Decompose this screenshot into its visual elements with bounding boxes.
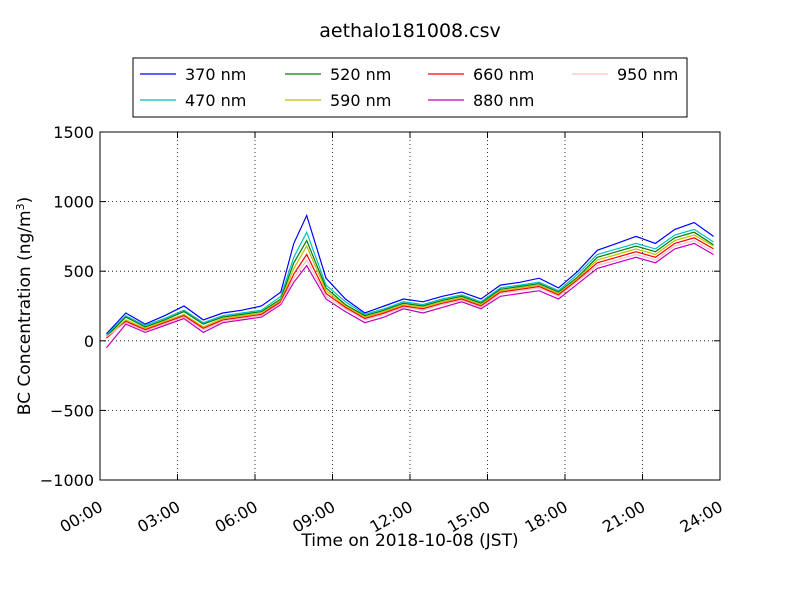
x-tick-label: 06:00 (212, 497, 261, 537)
legend-label: 370 nm (185, 65, 246, 84)
x-tick-label: 21:00 (599, 497, 648, 537)
series-line-660-nm (106, 237, 714, 339)
series-lines (106, 213, 714, 349)
x-tick-label: 18:00 (522, 497, 571, 537)
series-line-520-nm (106, 231, 714, 338)
legend-label: 590 nm (330, 91, 391, 110)
y-tick-label: 0 (84, 332, 94, 351)
y-axis-label: BC Concentration (ng/m3) (14, 197, 36, 415)
series-line-370-nm (106, 213, 714, 335)
x-tick-label: 00:00 (57, 497, 106, 537)
y-tick-label: 500 (63, 262, 94, 281)
y-axis: 1500 1000 500 0 −500 −1000 (40, 123, 720, 490)
y-tick-label: −500 (50, 401, 94, 420)
legend-label: 950 nm (617, 65, 678, 84)
y-tick-label: 1500 (53, 123, 94, 142)
x-axis: 00:00 03:00 06:00 09:00 12:00 15:00 18:00 21:00… (57, 132, 726, 537)
legend-box (132, 57, 688, 118)
x-tick-label: 03:00 (134, 497, 183, 537)
series-line-880-nm (106, 242, 714, 349)
legend-label: 880 nm (473, 91, 534, 110)
legend-label: 660 nm (473, 65, 534, 84)
series-line-470-nm (106, 228, 714, 336)
legend-label: 520 nm (330, 65, 391, 84)
series-line-950-nm (106, 239, 714, 338)
y-tick-label: −1000 (40, 471, 94, 490)
series-line-590-nm (106, 234, 714, 339)
legend-label: 470 nm (185, 91, 246, 110)
x-axis-label: Time on 2018-10-08 (JST) (300, 531, 518, 551)
y-tick-label: 1000 (53, 193, 94, 212)
x-tick-label: 24:00 (677, 497, 726, 537)
legend: 370 nm 470 nm 520 nm 590 nm 660 nm 880 nm 950 … (132, 57, 688, 118)
chart-title: aethalo181008.csv (319, 20, 501, 42)
